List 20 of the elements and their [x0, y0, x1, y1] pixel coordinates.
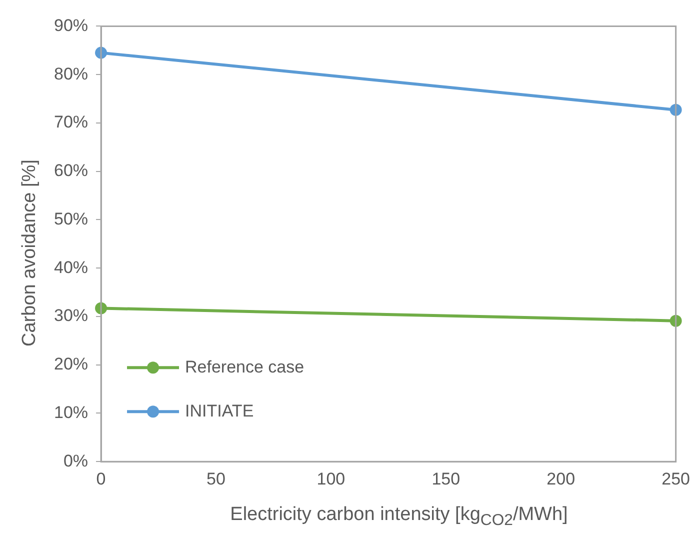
x-tick-label: 50: [206, 469, 226, 488]
x-tick-label: 250: [662, 469, 690, 488]
y-tick-label: 50%: [54, 209, 88, 228]
y-tick-label: 10%: [54, 402, 88, 422]
y-axis-title: Carbon avoidance [%]: [19, 160, 41, 346]
x-axis-title: Electricity carbon intensity [kg$_{CO2}$/MWh]: [229, 504, 569, 530]
x-tick-label: 200: [546, 469, 576, 488]
y-tick-label: 70%: [54, 112, 88, 132]
x-tick-label: 100: [316, 469, 346, 488]
y-tick-label: 0%: [63, 451, 88, 470]
legend-label: INITIATE: [185, 401, 254, 420]
x-tick-label: 0: [96, 469, 106, 488]
y-tick-label: 20%: [54, 354, 88, 374]
y-tick-label: 40%: [54, 258, 88, 277]
y-tick-label: 30%: [54, 306, 88, 326]
y-tick-label: 80%: [54, 64, 88, 84]
y-tick-label: 60%: [54, 161, 88, 180]
x-tick-label: 150: [432, 469, 460, 488]
y-tick-label: 90%: [54, 16, 88, 35]
legend-label: Reference case: [185, 357, 304, 376]
